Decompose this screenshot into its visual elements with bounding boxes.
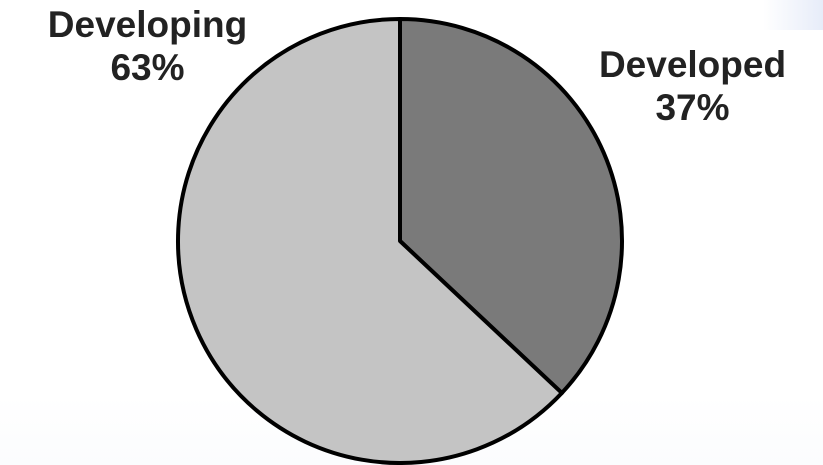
pie-slices [176, 17, 624, 465]
pie-slice-developed [398, 17, 624, 395]
slice-label-developed: Developed 37% [570, 43, 815, 129]
slice-name-developing: Developing [47, 4, 248, 45]
slice-percent-developing: 63% [110, 47, 185, 88]
corner-shading [763, 0, 823, 30]
slice-percent-developed: 37% [655, 87, 730, 128]
pie-slice-developing [176, 17, 564, 465]
slice-label-developing: Developing 63% [20, 3, 275, 89]
slice-name-developed: Developed [598, 44, 787, 85]
